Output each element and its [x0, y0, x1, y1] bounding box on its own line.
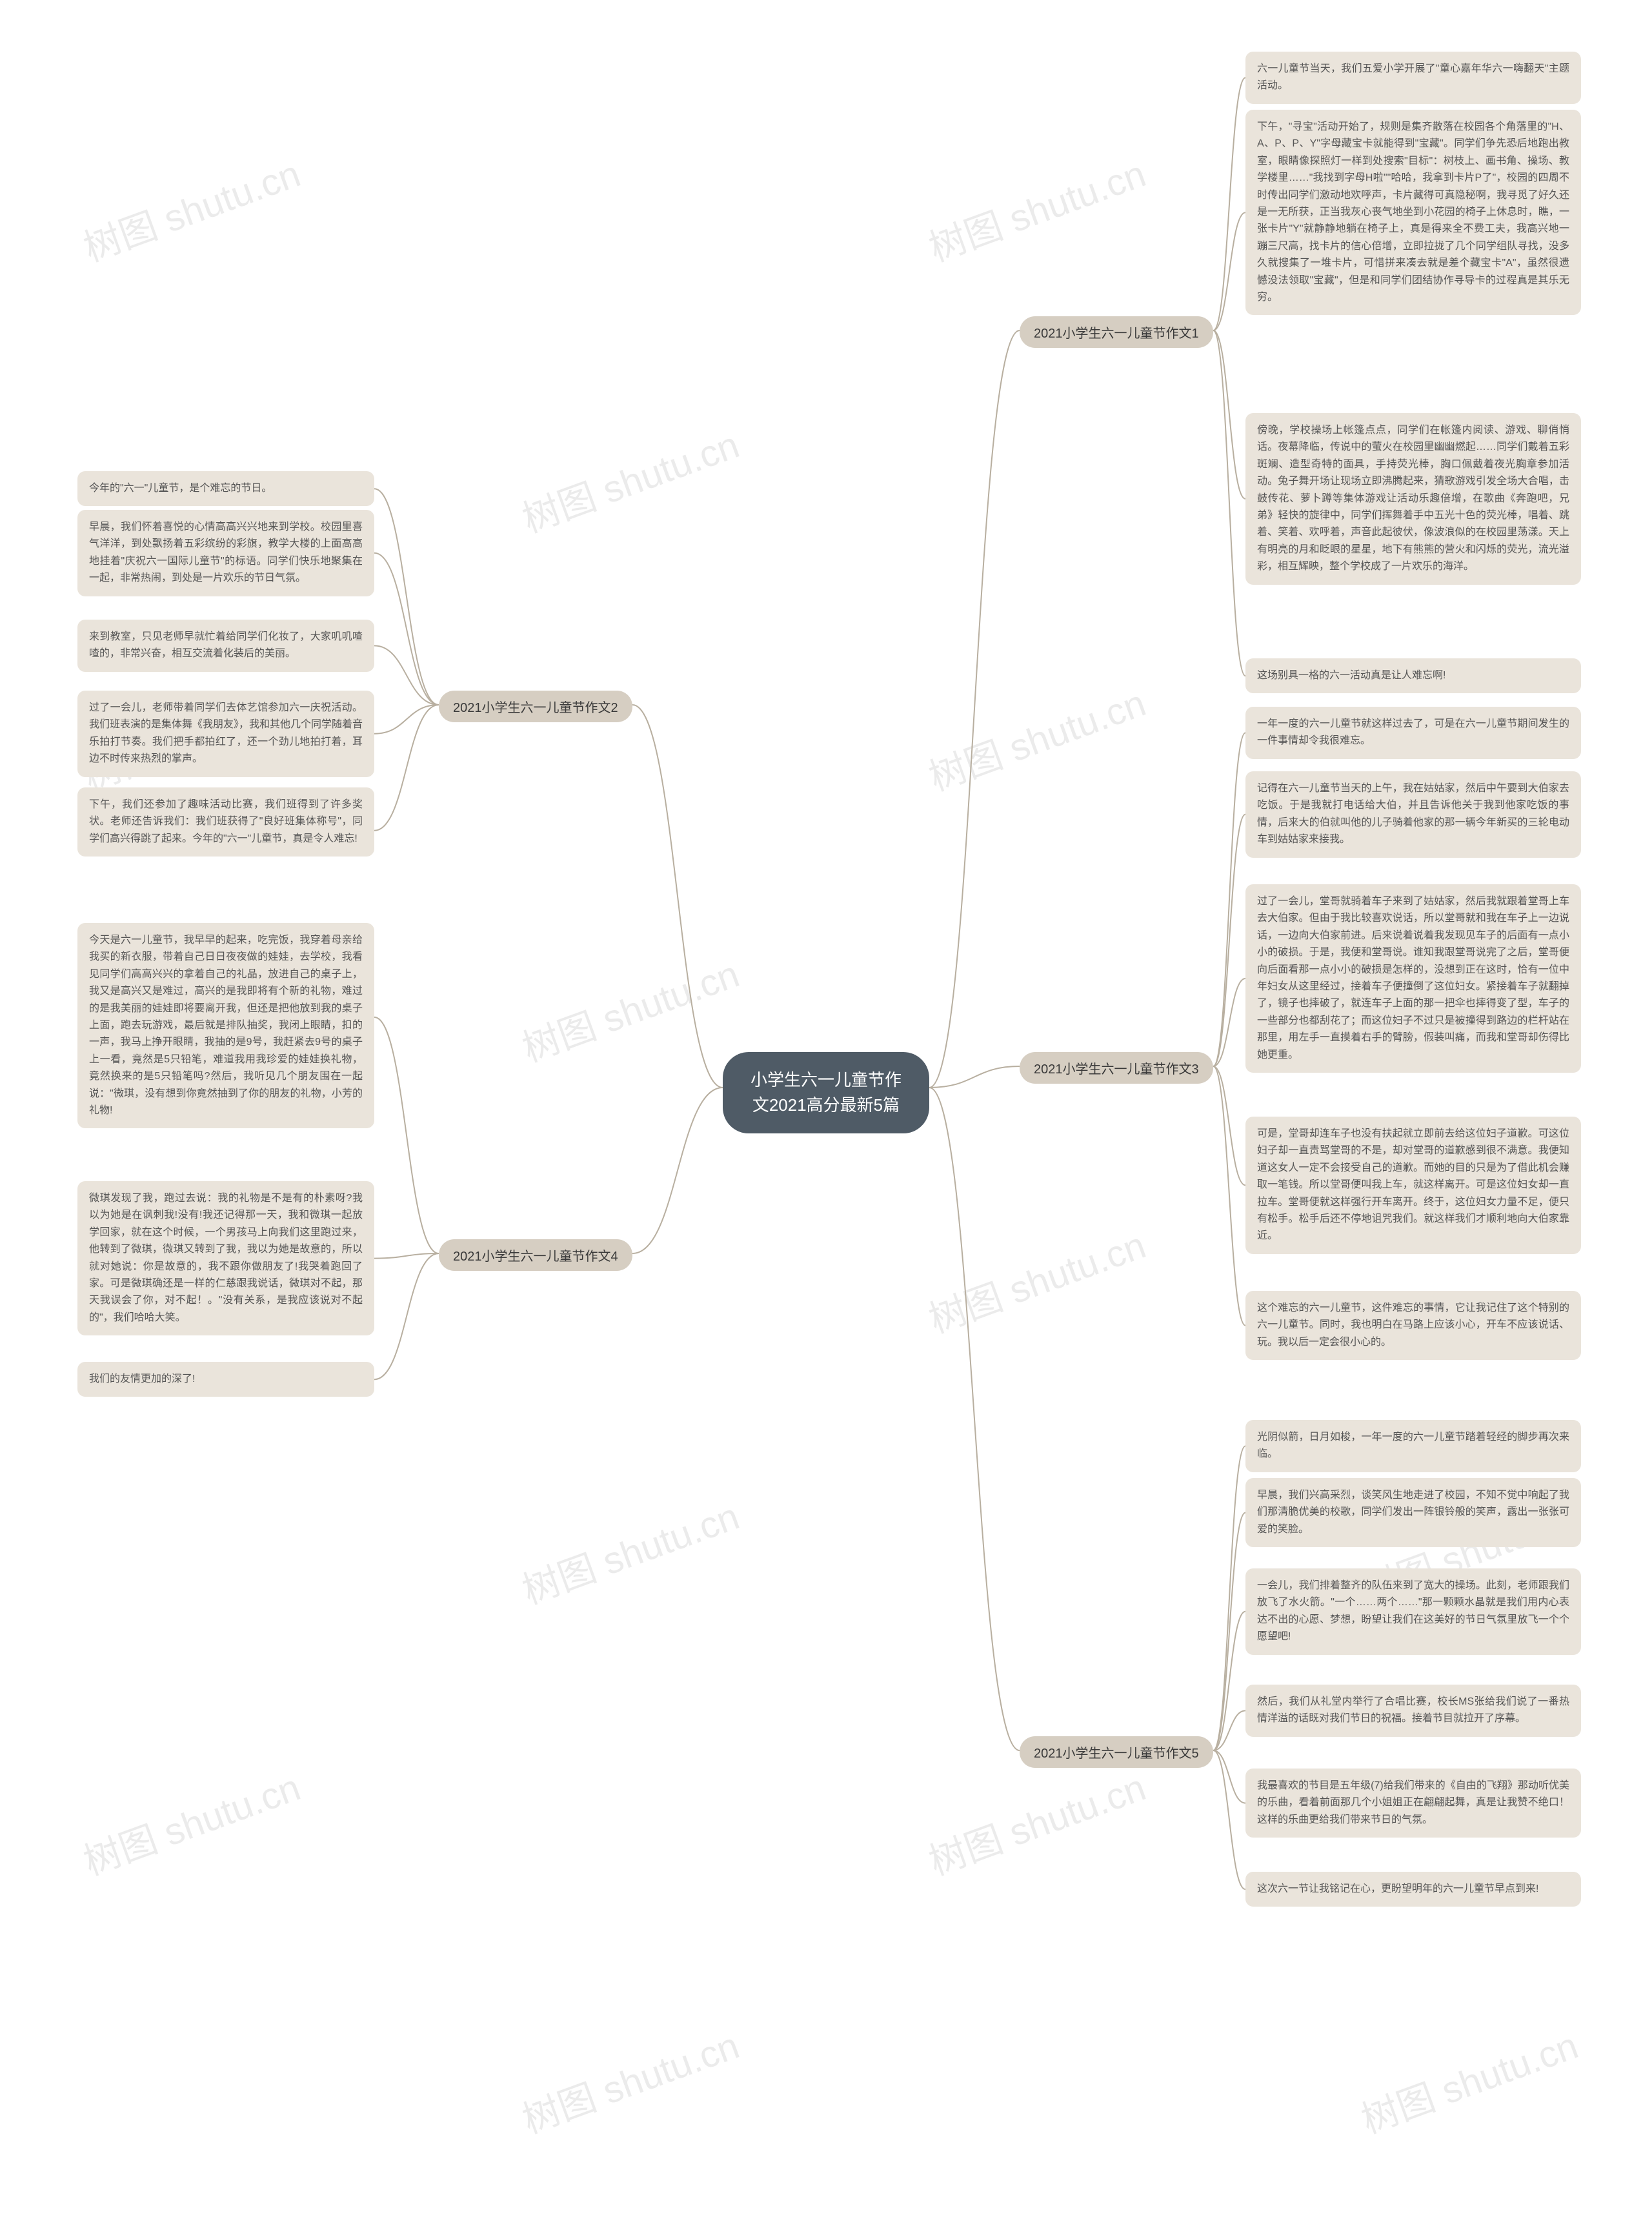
leaf-node: 过了一会儿，堂哥就骑着车子来到了姑姑家，然后我就跟着堂哥上车去大伯家。但由于我比… — [1245, 884, 1581, 1073]
leaf-node: 傍晚，学校操场上帐篷点点，同学们在帐篷内阅读、游戏、聊俏悄话。夜幕降临，传说中的… — [1245, 413, 1581, 585]
leaf-node: 来到教室，只见老师早就忙着给同学们化妆了，大家叽叽喳喳的，非常兴奋，相互交流着化… — [77, 620, 374, 672]
leaf-node: 我最喜欢的节目是五年级(7)给我们带来的《自由的飞翔》那动听优美的乐曲，看着前面… — [1245, 1769, 1581, 1838]
leaf-node: 下午，"寻宝"活动开始了，规则是集齐散落在校园各个角落里的"H、A、P、P、Y"… — [1245, 110, 1581, 315]
watermark: 树图 shutu.cn — [514, 1486, 745, 1614]
branch-node-b1: 2021小学生六一儿童节作文1 — [1020, 316, 1213, 348]
leaf-node: 微琪发现了我，跑过去说：我的礼物是不是有的朴素呀?我以为她是在讽刺我!没有!我还… — [77, 1181, 374, 1335]
watermark: 树图 shutu.cn — [514, 414, 745, 543]
leaf-node: 可是，堂哥却连车子也没有扶起就立即前去给这位妇子道歉。可这位妇子却一直责骂堂哥的… — [1245, 1117, 1581, 1254]
leaf-node: 然后，我们从礼堂内举行了合唱比赛，校长MS张给我们说了一番热情洋溢的话既对我们节… — [1245, 1685, 1581, 1737]
leaf-node: 早晨，我们怀着喜悦的心情高高兴兴地来到学校。校园里喜气洋洋，到处飘扬着五彩缤纷的… — [77, 510, 374, 596]
leaf-node: 早晨，我们兴高采烈，谈笑风生地走进了校园，不知不觉中响起了我们那清脆优美的校歌，… — [1245, 1478, 1581, 1547]
branch-node-b2: 2021小学生六一儿童节作文2 — [439, 691, 632, 722]
leaf-node: 下午，我们还参加了趣味活动比赛，我们班得到了许多奖状。老师还告诉我们：我们班获得… — [77, 787, 374, 857]
leaf-node: 一会儿，我们排着整齐的队伍来到了宽大的操场。此刻，老师跟我们放飞了水火箭。"一个… — [1245, 1568, 1581, 1655]
watermark: 树图 shutu.cn — [514, 2015, 745, 2144]
leaf-node: 今天是六一儿童节，我早早的起来，吃完饭，我穿着母亲给我买的新衣服，带着自己日日夜… — [77, 923, 374, 1128]
watermark: 树图 shutu.cn — [75, 143, 307, 272]
leaf-node: 今年的"六一"儿童节，是个难忘的节日。 — [77, 471, 374, 506]
leaf-node: 这场别具一格的六一活动真是让人难忘啊! — [1245, 658, 1581, 693]
leaf-node: 记得在六一儿童节当天的上午，我在姑姑家，然后中午要到大伯家去吃饭。于是我就打电话… — [1245, 771, 1581, 858]
watermark: 树图 shutu.cn — [920, 1215, 1152, 1343]
leaf-node: 过了一会儿，老师带着同学们去体艺馆参加六一庆祝活动。我们班表演的是集体舞《我朋友… — [77, 691, 374, 777]
center-node: 小学生六一儿童节作文2021高分最新5篇 — [723, 1052, 929, 1133]
branch-node-b5: 2021小学生六一儿童节作文5 — [1020, 1736, 1213, 1768]
leaf-node: 六一儿童节当天，我们五爱小学开展了"童心嘉年华六一嗨翻天"主题活动。 — [1245, 52, 1581, 104]
watermark: 树图 shutu.cn — [75, 1757, 307, 1885]
leaf-node: 这次六一节让我铭记在心，更盼望明年的六一儿童节早点到来! — [1245, 1872, 1581, 1907]
watermark: 树图 shutu.cn — [514, 944, 745, 1072]
leaf-node: 光阴似箭，日月如梭，一年一度的六一儿童节踏着轻经的脚步再次来临。 — [1245, 1420, 1581, 1472]
watermark: 树图 shutu.cn — [920, 1757, 1152, 1885]
watermark: 树图 shutu.cn — [1353, 2015, 1584, 2144]
watermark: 树图 shutu.cn — [920, 143, 1152, 272]
leaf-node: 这个难忘的六一儿童节，这件难忘的事情，它让我记住了这个特别的六一儿童节。同时，我… — [1245, 1291, 1581, 1360]
branch-node-b3: 2021小学生六一儿童节作文3 — [1020, 1052, 1213, 1084]
center-title: 小学生六一儿童节作文2021高分最新5篇 — [750, 1070, 902, 1115]
leaf-node: 一年一度的六一儿童节就这样过去了，可是在六一儿童节期间发生的一件事情却令我很难忘… — [1245, 707, 1581, 759]
leaf-node: 我们的友情更加的深了! — [77, 1362, 374, 1397]
branch-node-b4: 2021小学生六一儿童节作文4 — [439, 1239, 632, 1271]
watermark: 树图 shutu.cn — [920, 673, 1152, 801]
